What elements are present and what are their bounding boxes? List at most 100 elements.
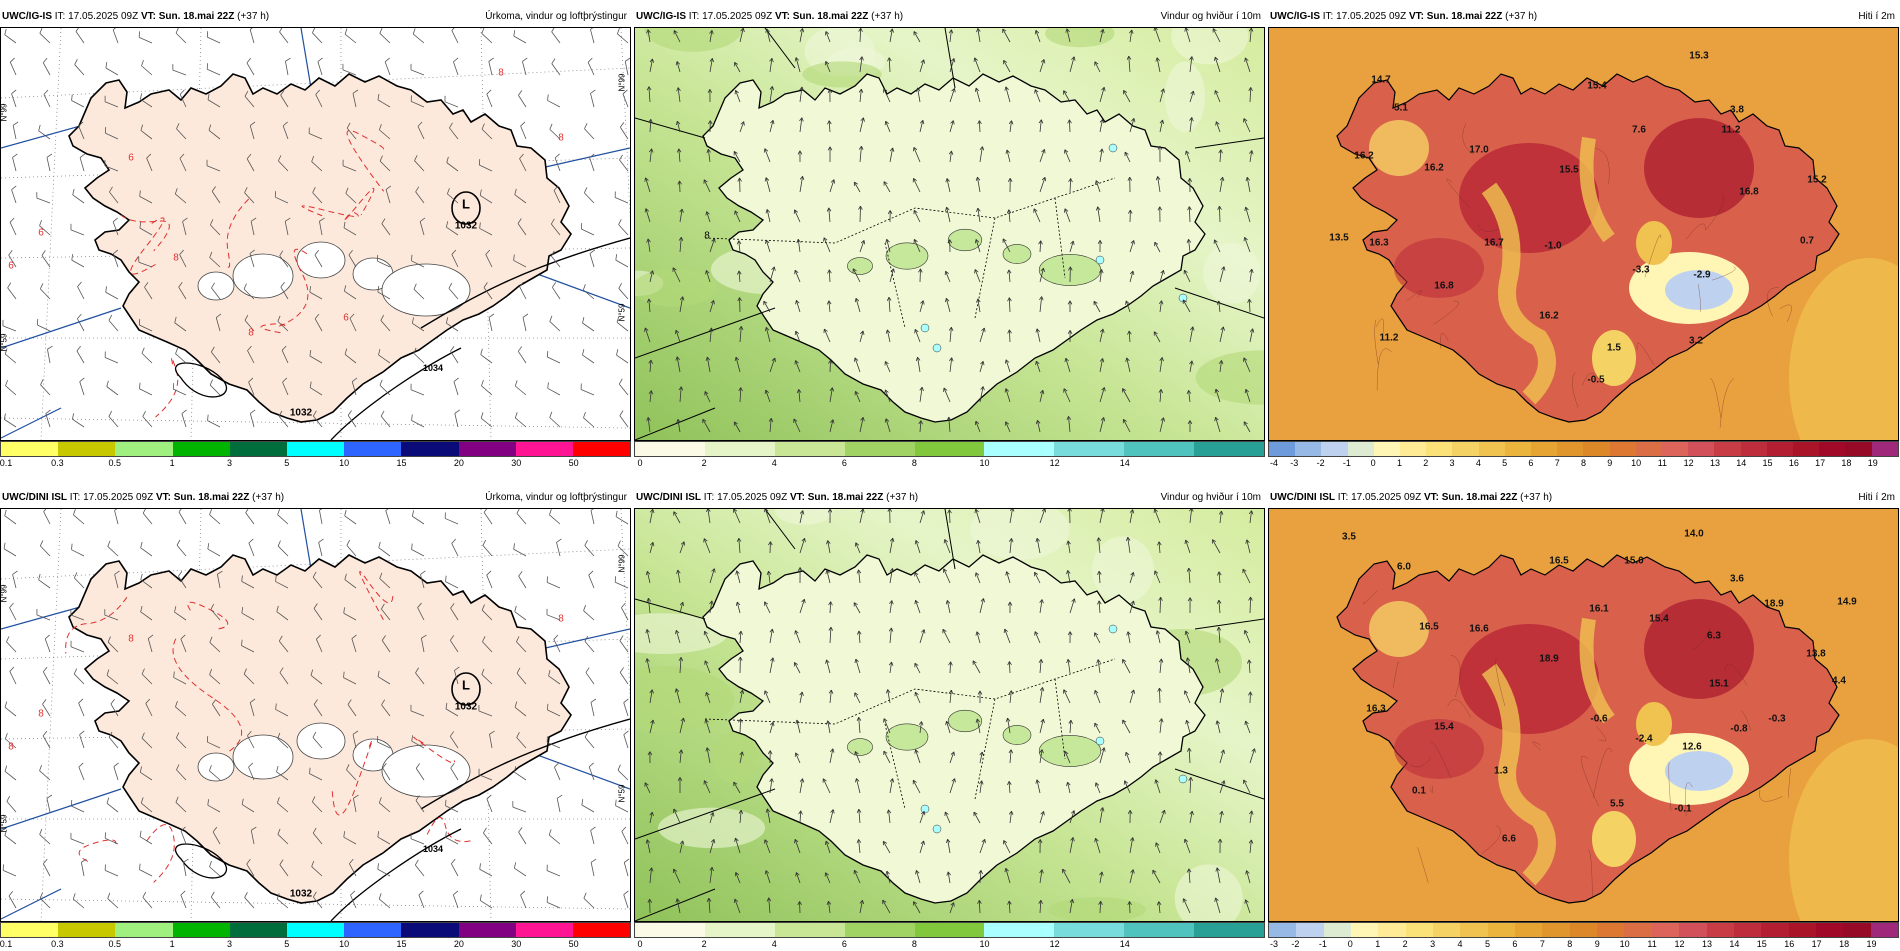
colorbar: [1268, 922, 1899, 938]
colorbar-tick-label: 0: [1371, 458, 1376, 468]
colorbar-swatch: [1505, 442, 1531, 456]
colorbar-swatch: [516, 923, 573, 937]
colorbar-swatch: [344, 923, 401, 937]
run-info: UWC/DINI ISL IT: 17.05.2025 09Z VT: Sun.…: [1270, 488, 1552, 507]
colorbar-swatch: [1296, 923, 1323, 937]
colorbar-tick-label: 15: [397, 458, 407, 468]
pressure-label: 1032: [455, 221, 477, 232]
colorbar-swatch: [775, 442, 845, 456]
colorbar-tick-label: 1: [1397, 458, 1402, 468]
temperature-value: 15.2: [1807, 175, 1826, 186]
precip-contour-label: 8: [498, 68, 504, 79]
panel-header: UWC/IG-IS IT: 17.05.2025 09Z VT: Sun. 18…: [634, 7, 1265, 26]
colorbar-swatch: [1871, 923, 1898, 937]
colorbar-swatch: [1583, 442, 1609, 456]
lat-label: N°99: [617, 555, 626, 573]
colorbar-swatch: [1734, 923, 1761, 937]
lat-label: N°99: [0, 585, 8, 603]
colorbar-tick-label: 12: [1050, 939, 1060, 949]
lead-time: (+37 h): [252, 492, 284, 503]
colorbar-tick-label: 0.3: [51, 458, 64, 468]
colorbar-tick-label: 4: [772, 939, 777, 949]
model-name: UWC/DINI ISL: [636, 492, 701, 503]
colorbar-tick-label: -4: [1270, 458, 1278, 468]
valid-time-label: VT:: [775, 11, 790, 22]
colorbar-tick-label: 8: [912, 458, 917, 468]
colorbar-swatch: [573, 923, 630, 937]
precip-contour-label: 6: [128, 153, 134, 164]
colorbar-swatch: [1741, 442, 1767, 456]
temperature-value: 4.4: [1832, 676, 1846, 687]
valid-time: Sun. 18.mai 22Z: [793, 11, 869, 22]
colorbar-swatch: [230, 923, 287, 937]
valid-time: Sun. 18.mai 22Z: [174, 492, 250, 503]
temperature-value: 15.4: [1649, 614, 1668, 625]
colorbar-swatch: [1767, 442, 1793, 456]
colorbar-swatch: [1714, 442, 1740, 456]
temperature-value: -3.3: [1632, 265, 1649, 276]
model-name: UWC/IG-IS: [636, 11, 686, 22]
colorbar-tick-label: 0: [637, 458, 642, 468]
colorbar-tick-label: 6: [842, 939, 847, 949]
colorbar-tick-label: -1: [1343, 458, 1351, 468]
colorbar-swatch: [287, 923, 344, 937]
colorbar-swatch: [1433, 923, 1460, 937]
colorbar-tick-label: 50: [569, 458, 579, 468]
colorbar-swatch: [1295, 442, 1321, 456]
lead-time: (+37 h): [237, 11, 269, 22]
colorbar-swatch: [287, 442, 344, 456]
wind-map: [634, 508, 1265, 922]
colorbar-swatch: [1378, 923, 1405, 937]
temperature-value: 16.1: [1589, 604, 1608, 615]
colorbar-swatch: [1351, 923, 1378, 937]
colorbar-swatch: [1460, 923, 1487, 937]
temperature-value: 18.9: [1764, 599, 1783, 610]
model-name: UWC/IG-IS: [2, 11, 52, 22]
colorbar-swatch: [344, 442, 401, 456]
colorbar-tick-label: 19: [1867, 939, 1877, 949]
temp-panel: UWC/DINI ISL IT: 17.05.2025 09Z VT: Sun.…: [1268, 488, 1899, 951]
colorbar-tick-label: 2: [1403, 939, 1408, 949]
colorbar-tick-label: 3: [227, 458, 232, 468]
colorbar-swatch: [401, 442, 458, 456]
precip-contour-label: 8: [558, 133, 564, 144]
colorbar-tick-label: 3: [1430, 939, 1435, 949]
colorbar-tick-label: 2: [702, 458, 707, 468]
colorbar-swatch: [1789, 923, 1816, 937]
colorbar-swatch: [1374, 442, 1400, 456]
panel-header: UWC/DINI ISL IT: 17.05.2025 09Z VT: Sun.…: [1268, 488, 1899, 507]
temperature-value: 16.3: [1366, 704, 1385, 715]
panel-header: UWC/IG-IS IT: 17.05.2025 09Z VT: Sun. 18…: [0, 7, 631, 26]
colorbar-tick-label: 4: [772, 458, 777, 468]
lat-label: N°59: [617, 304, 626, 322]
colorbar-swatch: [58, 442, 115, 456]
colorbar-swatch: [1662, 442, 1688, 456]
colorbar-swatch: [915, 442, 985, 456]
colorbar-tick-label: 5: [284, 939, 289, 949]
colorbar-tick-label: 8: [1581, 458, 1586, 468]
colorbar-swatch: [705, 923, 775, 937]
run-info: UWC/DINI ISL IT: 17.05.2025 09Z VT: Sun.…: [636, 488, 918, 507]
colorbar-swatch: [173, 442, 230, 456]
precip-contour-label: 6: [8, 261, 14, 272]
pressure-label: 1034: [423, 844, 443, 854]
lead-time: (+37 h): [871, 11, 903, 22]
colorbar-swatch: [516, 442, 573, 456]
colorbar-swatch: [1269, 442, 1295, 456]
run-info: UWC/IG-IS IT: 17.05.2025 09Z VT: Sun. 18…: [2, 7, 269, 26]
colorbar-tick-label: 14: [1120, 458, 1130, 468]
temperature-value: 16.8: [1434, 281, 1453, 292]
colorbar: [1268, 441, 1899, 457]
colorbar-tick-label: 10: [1620, 939, 1630, 949]
colorbar-tick-label: -3: [1290, 458, 1298, 468]
colorbar-swatch: [1707, 923, 1734, 937]
colorbar-tick-label: 6: [842, 458, 847, 468]
temperature-value: 13.5: [1329, 233, 1348, 244]
temperature-value: 14.7: [1371, 75, 1390, 86]
colorbar-tick-label: 9: [1607, 458, 1612, 468]
lead-time: (+37 h): [1520, 492, 1552, 503]
